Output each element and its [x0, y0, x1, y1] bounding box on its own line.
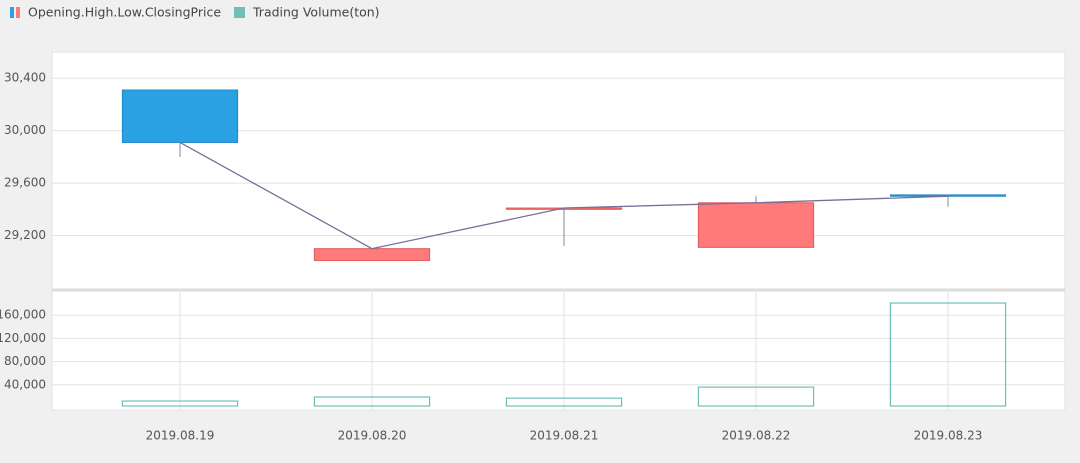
legend-label: Opening.High.Low.ClosingPrice — [28, 5, 221, 20]
x-tick-label: 2019.08.22 — [722, 429, 791, 443]
close-line — [179, 141, 949, 250]
volume-bar — [505, 397, 623, 407]
x-tick-label: 2019.08.21 — [530, 429, 599, 443]
y-tick-label: 40,000 — [4, 377, 46, 391]
candle-body — [697, 202, 815, 248]
candle-body — [313, 248, 431, 261]
legend-swatch — [10, 7, 14, 18]
x-tick-label: 2019.08.19 — [146, 429, 215, 443]
volume-bar — [313, 396, 431, 407]
y-tick-label: 80,000 — [4, 354, 46, 368]
legend-label: Trading Volume(ton) — [252, 5, 380, 20]
candle-body — [121, 89, 239, 143]
x-tick-label: 2019.08.20 — [338, 429, 407, 443]
legend-swatch — [16, 7, 20, 18]
volume-bar — [697, 386, 815, 407]
y-tick-label: 29,600 — [4, 176, 46, 190]
legend-swatch — [234, 7, 245, 18]
y-tick-label: 29,200 — [4, 228, 46, 242]
y-tick-label: 160,000 — [0, 308, 46, 322]
y-tick-label: 30,400 — [4, 71, 46, 85]
x-tick-label: 2019.08.23 — [914, 429, 983, 443]
volume-bar — [889, 302, 1007, 407]
y-tick-label: 30,000 — [4, 123, 46, 137]
y-tick-label: 120,000 — [0, 331, 46, 345]
candle-body — [889, 194, 1007, 197]
volume-bar — [121, 400, 239, 407]
